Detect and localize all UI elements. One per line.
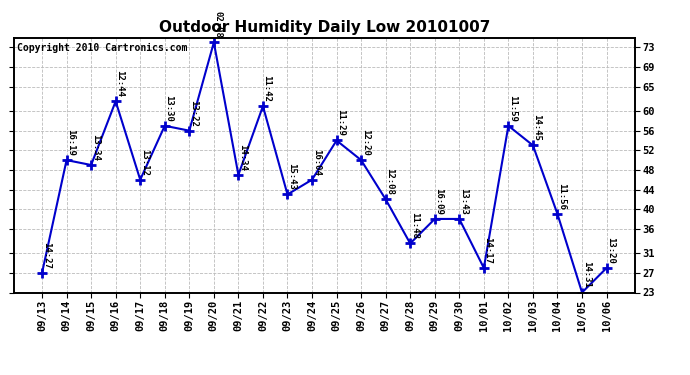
- Text: 12:20: 12:20: [361, 129, 370, 156]
- Text: 16:04: 16:04: [312, 148, 321, 176]
- Text: 13:30: 13:30: [164, 95, 173, 122]
- Text: 16:19: 16:19: [66, 129, 75, 156]
- Text: 14:27: 14:27: [41, 242, 50, 269]
- Text: 11:42: 11:42: [263, 75, 272, 102]
- Text: 12:08: 12:08: [385, 168, 394, 195]
- Text: Copyright 2010 Cartronics.com: Copyright 2010 Cartronics.com: [17, 43, 187, 52]
- Text: 11:48: 11:48: [410, 212, 419, 239]
- Text: 14:45: 14:45: [533, 114, 542, 141]
- Text: 11:56: 11:56: [557, 183, 566, 210]
- Text: 15:43: 15:43: [287, 164, 296, 190]
- Text: 14:31: 14:31: [582, 261, 591, 288]
- Text: 14:34: 14:34: [238, 144, 247, 171]
- Text: 13:22: 13:22: [189, 100, 198, 126]
- Text: 16:09: 16:09: [435, 188, 444, 215]
- Text: 12:44: 12:44: [115, 70, 124, 97]
- Text: 02:08: 02:08: [213, 11, 222, 38]
- Text: 13:34: 13:34: [91, 134, 100, 161]
- Text: 13:12: 13:12: [140, 148, 149, 176]
- Text: 13:43: 13:43: [459, 188, 468, 215]
- Text: 14:17: 14:17: [484, 237, 493, 264]
- Text: 11:59: 11:59: [508, 95, 517, 122]
- Text: 13:20: 13:20: [607, 237, 615, 264]
- Title: Outdoor Humidity Daily Low 20101007: Outdoor Humidity Daily Low 20101007: [159, 20, 490, 35]
- Text: 11:29: 11:29: [336, 110, 345, 136]
